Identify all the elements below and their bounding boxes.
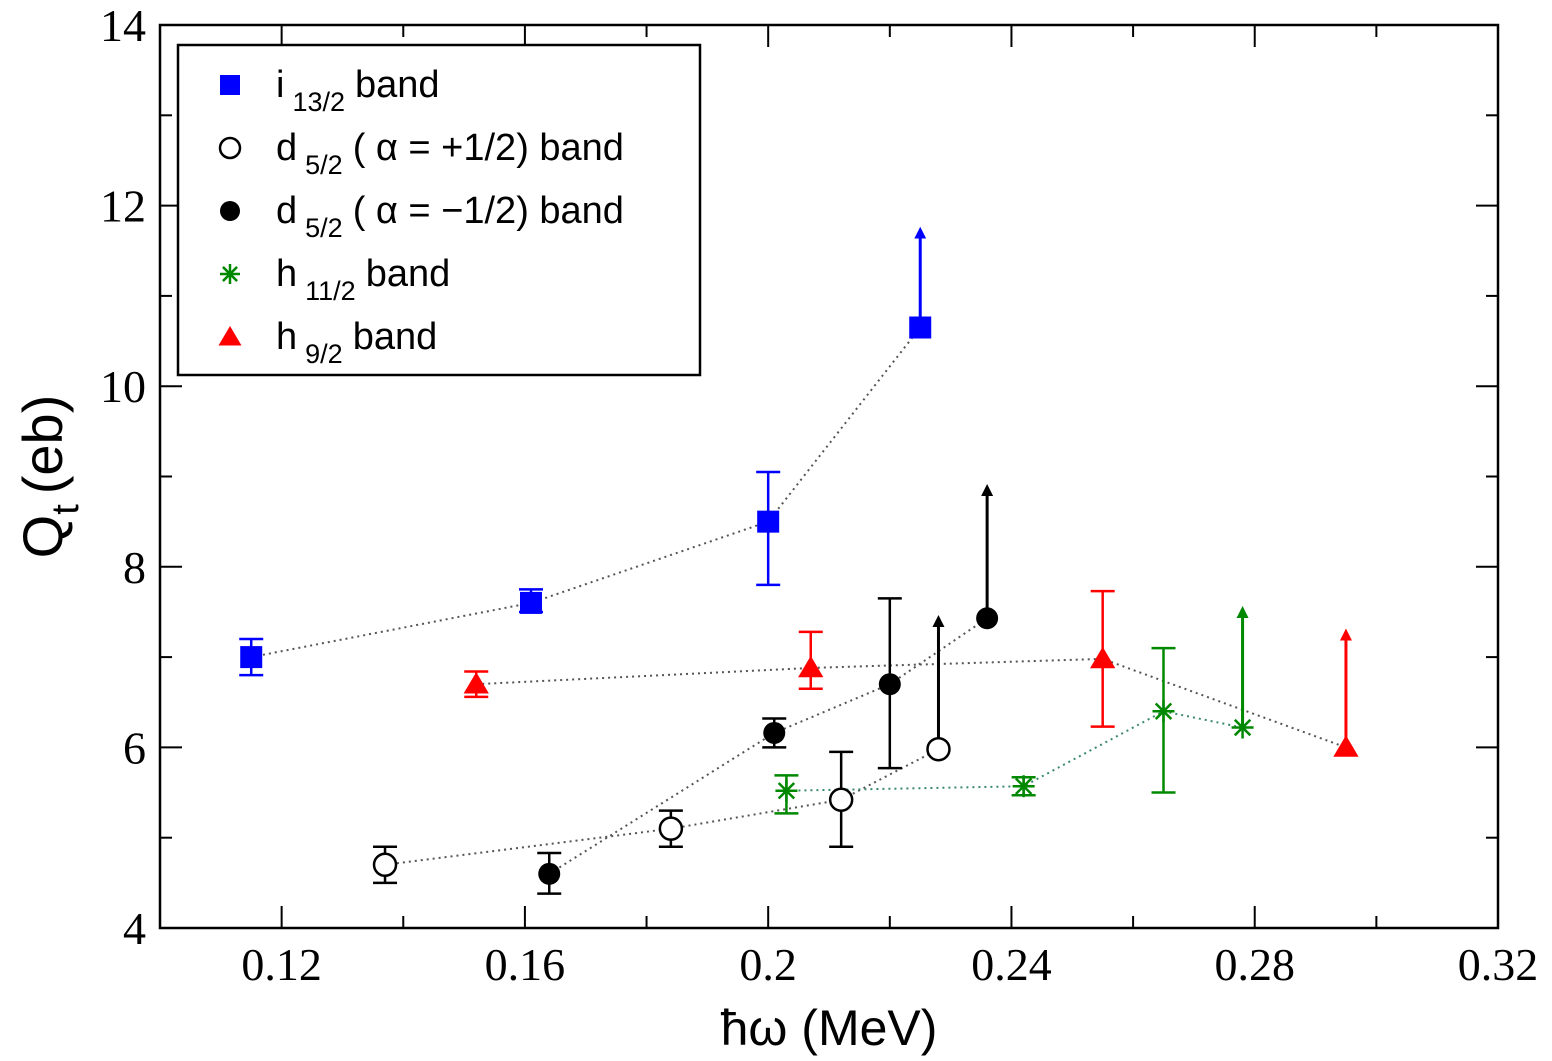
x-tick-label: 0.32 [1458, 939, 1539, 990]
legend-marker [220, 201, 240, 221]
data-point [1152, 700, 1175, 723]
legend-entry-3: h 11/2 band [276, 253, 450, 306]
series-line-0 [251, 326, 922, 659]
legend-marker [218, 136, 242, 160]
legend-label-subscript: 5/2 [305, 213, 343, 243]
x-axis-title: ħω (MeV) [721, 1000, 938, 1056]
data-point [463, 672, 489, 694]
legend-label-main: i [276, 64, 284, 106]
data-point [878, 673, 901, 696]
series-line-4 [476, 657, 1347, 749]
x-tick-label: 0.24 [971, 939, 1052, 990]
x-tick-label: 0.28 [1214, 939, 1295, 990]
y-tick-label: 6 [123, 722, 146, 773]
data-point [1333, 735, 1359, 757]
x-tick-label: 0.16 [485, 939, 566, 990]
star-stroke [222, 266, 238, 282]
series-line-1 [384, 748, 939, 866]
legend-label-rest: ( α = −1/2) band [353, 190, 624, 232]
data-point [240, 646, 263, 669]
legend-label-subscript: 5/2 [305, 150, 343, 180]
y-tick-label: 10 [100, 361, 146, 412]
y-axis-title-text: Qt (eb) [11, 395, 87, 559]
data-point [798, 655, 824, 678]
legend-entry-4: h 9/2 band [276, 316, 437, 369]
y-tick-label: 14 [100, 0, 146, 51]
y-tick-label: 4 [123, 903, 146, 954]
legend-entry-2: d 5/2 ( α = −1/2) band [276, 190, 624, 243]
legend-marker [218, 326, 242, 346]
legend-label-main: h [276, 253, 297, 295]
data-point [1012, 775, 1035, 798]
y-tick-label: 12 [100, 181, 146, 232]
data-point [763, 721, 786, 744]
data-point [1090, 646, 1116, 669]
y-axis-title-unit: (eb) [11, 395, 74, 495]
data-point [372, 852, 398, 878]
y-axis-title-main: Q [11, 515, 74, 559]
x-tick-label: 0.2 [739, 939, 797, 990]
x-tick-label: 0.12 [241, 939, 322, 990]
legend-label-subscript: 13/2 [292, 87, 345, 117]
star-stroke [1014, 777, 1033, 795]
legend-marker [220, 264, 240, 284]
star-stroke [1154, 702, 1173, 720]
data-point [976, 607, 999, 630]
data-point [926, 736, 951, 762]
data-point [775, 779, 798, 802]
legend-label-rest: band [353, 316, 438, 358]
legend-label-subscript: 9/2 [305, 339, 343, 369]
series-line-3 [786, 710, 1243, 792]
legend-label-main: d [276, 127, 297, 169]
data-point [519, 591, 542, 614]
data-point [828, 787, 854, 813]
legend-label-main: h [276, 316, 297, 358]
star-stroke [777, 782, 796, 800]
data-point [538, 862, 561, 885]
legend-label-subscript: 11/2 [305, 276, 356, 306]
legend-marker [220, 75, 240, 95]
data-point [909, 316, 932, 339]
star-stroke [1233, 718, 1252, 737]
legend-entry-0: i 13/2 band [276, 64, 440, 117]
legend-label-rest: band [366, 253, 451, 295]
data-point [757, 510, 780, 533]
legend-box [176, 43, 702, 377]
legend-entry-1: d 5/2 ( α = +1/2) band [276, 127, 624, 180]
data-point [1231, 716, 1254, 739]
series-line-2 [548, 617, 988, 875]
legend-label-rest: ( α = +1/2) band [353, 127, 624, 169]
y-axis-title: Qt (eb) [11, 395, 87, 559]
y-axis-title-subscript: t [45, 504, 87, 515]
data-point [658, 816, 684, 841]
y-tick-label: 8 [123, 542, 146, 593]
legend-label-main: d [276, 190, 297, 232]
legend-label-rest: band [355, 64, 440, 106]
